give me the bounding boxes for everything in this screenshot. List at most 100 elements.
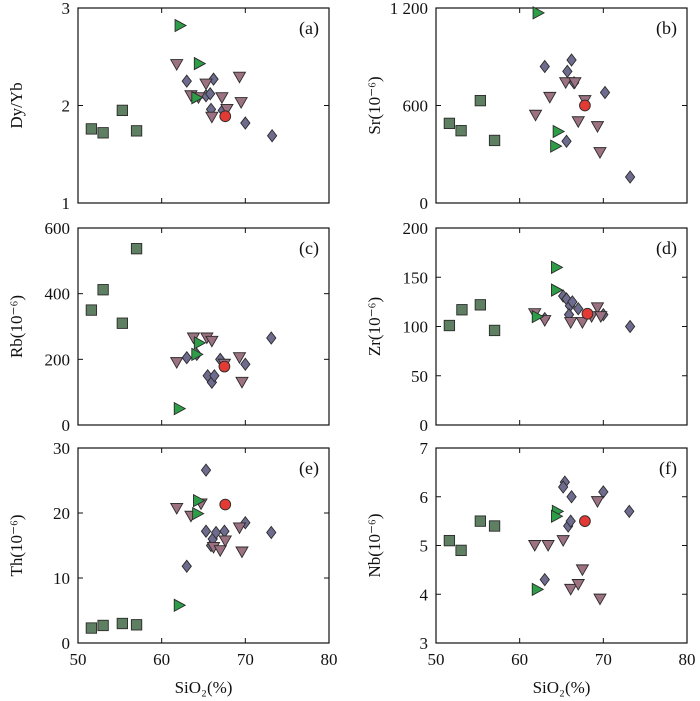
series-circle [579,99,591,112]
circle-marker [579,515,591,527]
triangle-right-marker [191,90,204,105]
triangle-right-marker [550,139,563,153]
diamond-marker [566,490,577,504]
triangle-right-marker [551,283,564,297]
triangle-down-marker [537,315,552,327]
y-tick-label: 400 [45,285,71,304]
triangle-down-marker [593,593,607,606]
triangle-down-marker [528,109,543,122]
series-circle [581,307,594,320]
triangle-right-marker [174,18,188,33]
series-triangle-down [169,332,249,389]
panel-label: (e) [299,458,319,479]
triangle-down-marker [218,535,233,548]
triangle-down-marker [220,103,234,116]
diamond-marker [200,463,212,477]
square-marker [488,324,501,337]
square-marker [85,304,98,316]
square-marker [474,299,486,311]
y-tick-label: 1 200 [390,0,428,18]
triangle-right-marker [193,493,206,508]
diamond-marker [562,64,573,79]
triangle-down-marker [235,376,249,389]
triangle-down-marker [213,545,228,558]
series-triangle-down [169,59,248,124]
series-triangle-down [527,496,607,606]
square-marker [443,534,456,547]
diamond-marker [205,87,216,101]
square-marker [474,94,486,107]
series-square [85,104,143,139]
diamond-marker [573,302,584,316]
square-marker [97,284,109,296]
diamond-marker [210,525,222,540]
series-triangle-right [173,493,206,613]
triangle-down-marker [234,97,248,109]
square-marker [130,619,143,631]
circle-marker [218,360,231,373]
y-tick-label: 0 [62,416,71,435]
y-tick-label: 200 [403,219,429,238]
triangle-down-marker [558,77,573,90]
diamond-marker [624,319,636,334]
triangle-down-marker [575,317,590,329]
y-tick-label: 150 [403,268,429,287]
series-triangle-right [173,336,207,416]
square-marker [488,134,501,147]
y-axis-label: Zr(10⁻⁶) [365,297,384,356]
diamond-marker [181,559,192,574]
series-circle [218,360,231,373]
triangle-down-marker [590,496,605,509]
diamond-marker [209,369,220,383]
triangle-right-marker [531,309,545,324]
triangle-down-marker [215,92,229,105]
x-tick-label: 50 [428,650,445,669]
plot-frame [435,7,688,204]
series-square [443,515,501,557]
panel-label: (b) [656,18,677,39]
y-tick-label: 4 [420,585,429,604]
triangle-down-marker [232,522,247,535]
triangle-down-marker [235,546,249,559]
y-tick-label: 0 [420,416,429,435]
y-tick-label: 20 [53,504,70,523]
square-marker [85,622,98,634]
series-triangle-right [531,260,564,324]
square-marker [116,617,128,630]
triangle-down-marker [543,91,557,104]
square-marker [130,243,143,255]
diamond-marker [219,524,230,538]
series-square [443,94,501,147]
y-axis-label: Sr(10⁻⁶) [365,76,384,134]
diamond-marker [539,59,550,74]
triangle-right-marker [191,347,204,362]
y-tick-label: 0 [420,194,429,213]
diamond-marker [181,74,192,88]
triangle-right-marker [551,260,564,275]
y-tick-label: 1 [62,194,71,213]
diamond-marker [567,295,578,309]
y-axis-label: Rb(10⁻⁶) [7,295,26,358]
triangle-down-marker [232,352,247,365]
y-tick-label: 2 [62,97,71,116]
square-marker [97,619,109,632]
y-axis-label: Th(10⁻⁶) [7,514,26,576]
square-marker [116,104,128,117]
diamond-marker [624,504,635,519]
scatter-panel: 50 60 70 80 0 10 20 30 Th(10⁻⁶) (e) SiO₂(%) [7,439,338,697]
diamond-marker [624,170,636,184]
triangle-down-marker [205,111,219,124]
scatter-panel: 50 60 70 80 3 4 5 6 7 Nb(10⁻⁶) (f) SiO₂(%) [365,439,696,697]
square-marker [85,123,98,135]
square-marker [97,127,109,139]
y-tick-label: 100 [403,318,429,337]
triangle-down-marker [527,540,542,552]
triangle-right-marker [173,598,187,613]
square-marker [130,125,143,137]
triangle-down-marker [571,579,586,591]
square-marker [456,304,468,316]
plot-frame [435,447,688,644]
diamond-marker [208,72,219,86]
x-tick-label: 70 [595,650,612,669]
